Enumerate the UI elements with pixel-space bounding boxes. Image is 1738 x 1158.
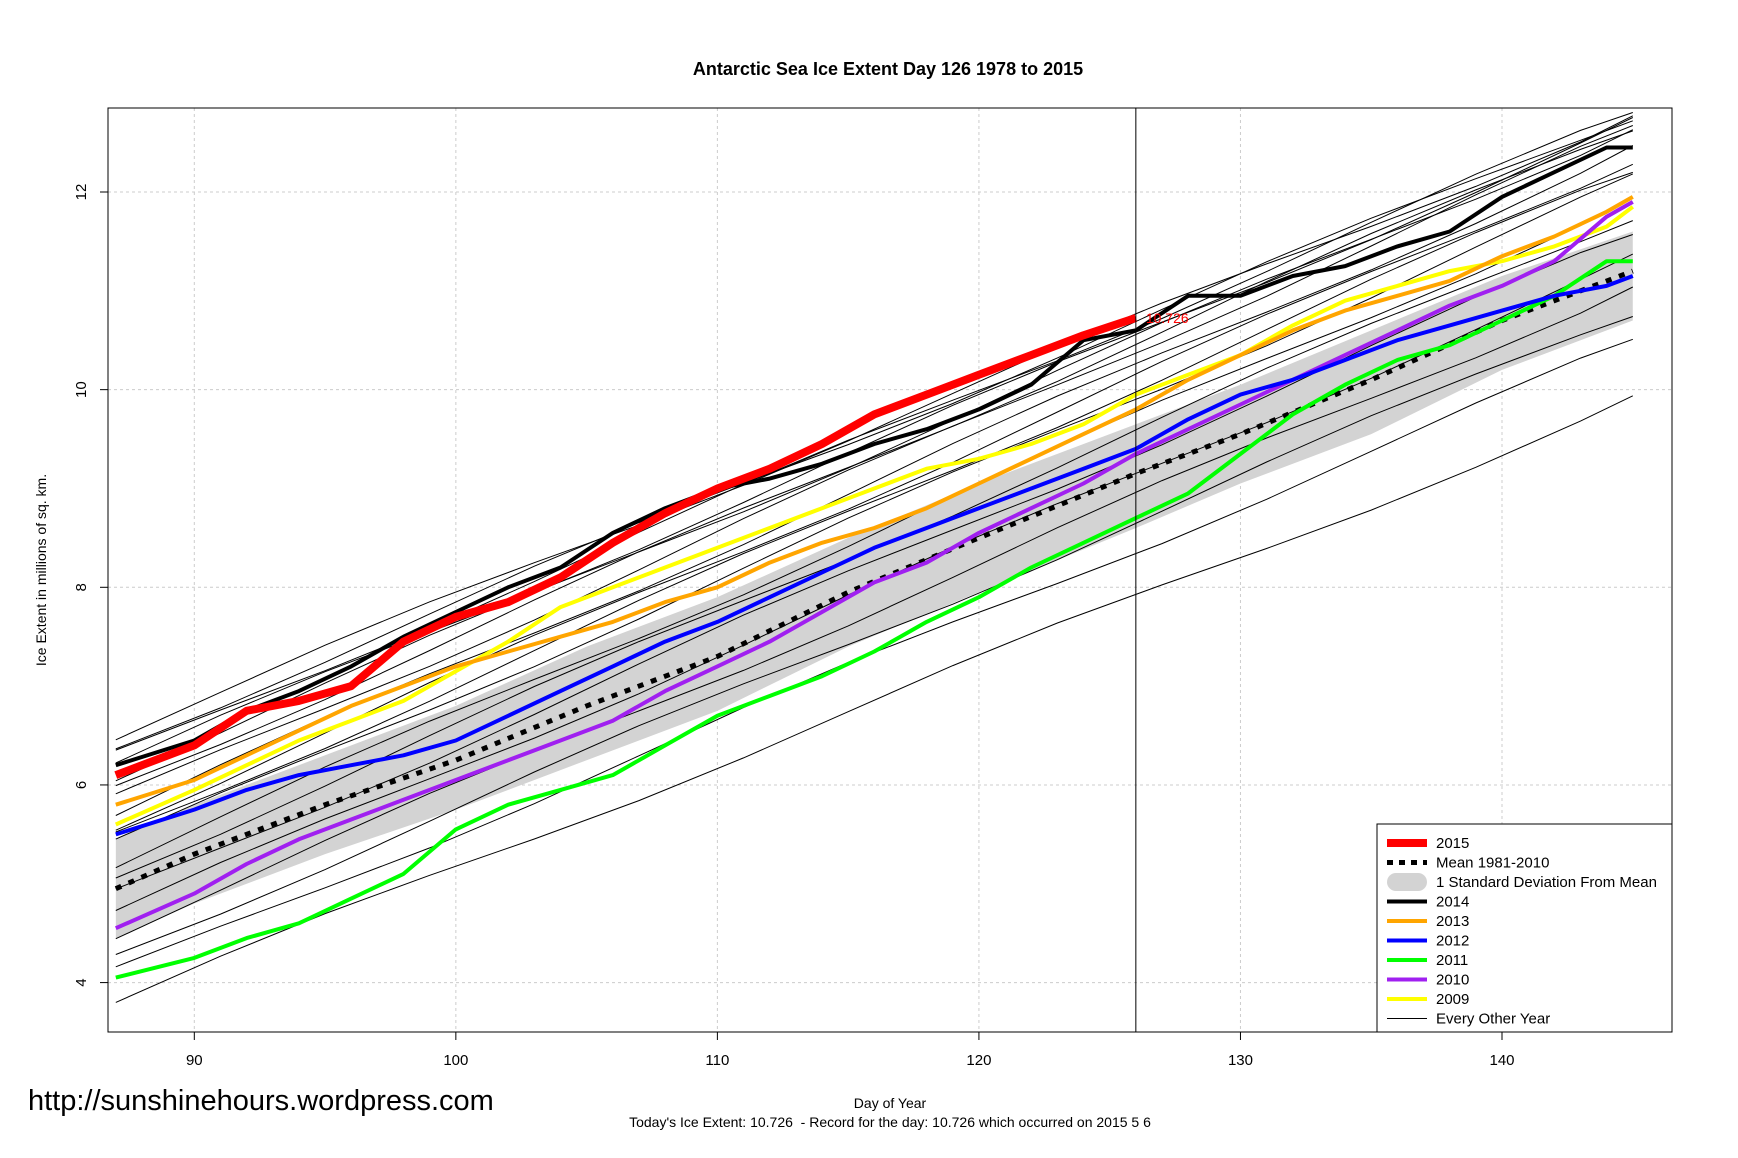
chart-title: Antarctic Sea Ice Extent Day 126 1978 to… [693, 59, 1083, 79]
current-value-label: 10.726 [1146, 310, 1189, 326]
x-tick-label: 130 [1228, 1052, 1253, 1069]
legend-swatch [1387, 873, 1427, 891]
y-tick-label: 8 [73, 583, 90, 591]
site-url[interactable]: http://sunshinehours.wordpress.com [28, 1085, 494, 1117]
legend-label: Mean 1981-2010 [1436, 855, 1549, 872]
y-axis: 4 6 8 10 12 [73, 184, 108, 987]
other-year-line [115, 115, 1634, 741]
other-year-line [115, 129, 1634, 782]
mean-series-line [114, 268, 1634, 891]
legend-label: 1 Standard Deviation From Mean [1436, 874, 1657, 891]
other-year-line [115, 316, 1633, 955]
plot-frame [107, 107, 1673, 1033]
x-tick-label: 120 [966, 1052, 991, 1069]
sd-band [115, 231, 1633, 939]
other-year-line [115, 286, 1634, 940]
other-year-line [115, 125, 1633, 795]
series-2013-line [115, 195, 1634, 807]
x-tick-label: 110 [705, 1052, 729, 1069]
x-axis-label: Day of Year [854, 1095, 927, 1111]
x-tick-label: 90 [186, 1052, 203, 1069]
x-tick-label: 100 [443, 1052, 468, 1069]
mean-line [114, 268, 1634, 891]
y-tick-label: 12 [73, 184, 90, 201]
series-lines [114, 145, 1635, 980]
y-tick-label: 6 [73, 781, 90, 789]
other-years-lines [115, 112, 1634, 1003]
legend-label: 2015 [1436, 835, 1469, 852]
legend-label: 2009 [1436, 991, 1469, 1008]
series-2012-line [115, 274, 1634, 837]
sd-band-area [115, 231, 1633, 939]
legend-label: 2010 [1436, 972, 1469, 989]
other-year-line [115, 173, 1634, 840]
legend-label: Every Other Year [1436, 1011, 1550, 1028]
legend-label: 2014 [1436, 894, 1469, 911]
series-2011-line [115, 259, 1633, 980]
other-year-line [115, 120, 1633, 750]
x-tick-label: 140 [1489, 1052, 1514, 1069]
other-year-line [115, 112, 1633, 751]
other-year-line [115, 395, 1634, 1003]
legend-label: 2012 [1436, 933, 1469, 950]
legend-label: 2013 [1436, 913, 1469, 930]
other-year-line [115, 197, 1634, 869]
other-year-line [115, 163, 1634, 831]
series-2014-line [115, 145, 1633, 768]
series-2015-line [114, 314, 1138, 779]
y-axis-label: Ice Extent in millions of sq. km. [33, 474, 49, 666]
series-2010-line [114, 200, 1634, 931]
series-2009-line [114, 205, 1635, 827]
other-year-line [115, 117, 1634, 764]
y-tick-label: 4 [73, 978, 90, 986]
other-year-line [115, 130, 1633, 787]
x-axis: 90 100 110 120 130 140 [186, 1032, 1515, 1069]
legend: 2015 Mean 1981-2010 1 Standard Deviation F… [1376, 823, 1673, 1033]
y-tick-label: 10 [73, 381, 90, 398]
legend-label: 2011 [1436, 952, 1468, 969]
bottom-note: Today's Ice Extent: 10.726 - Record for … [629, 1114, 1151, 1130]
other-year-line [115, 338, 1633, 968]
other-year-line [115, 171, 1633, 833]
